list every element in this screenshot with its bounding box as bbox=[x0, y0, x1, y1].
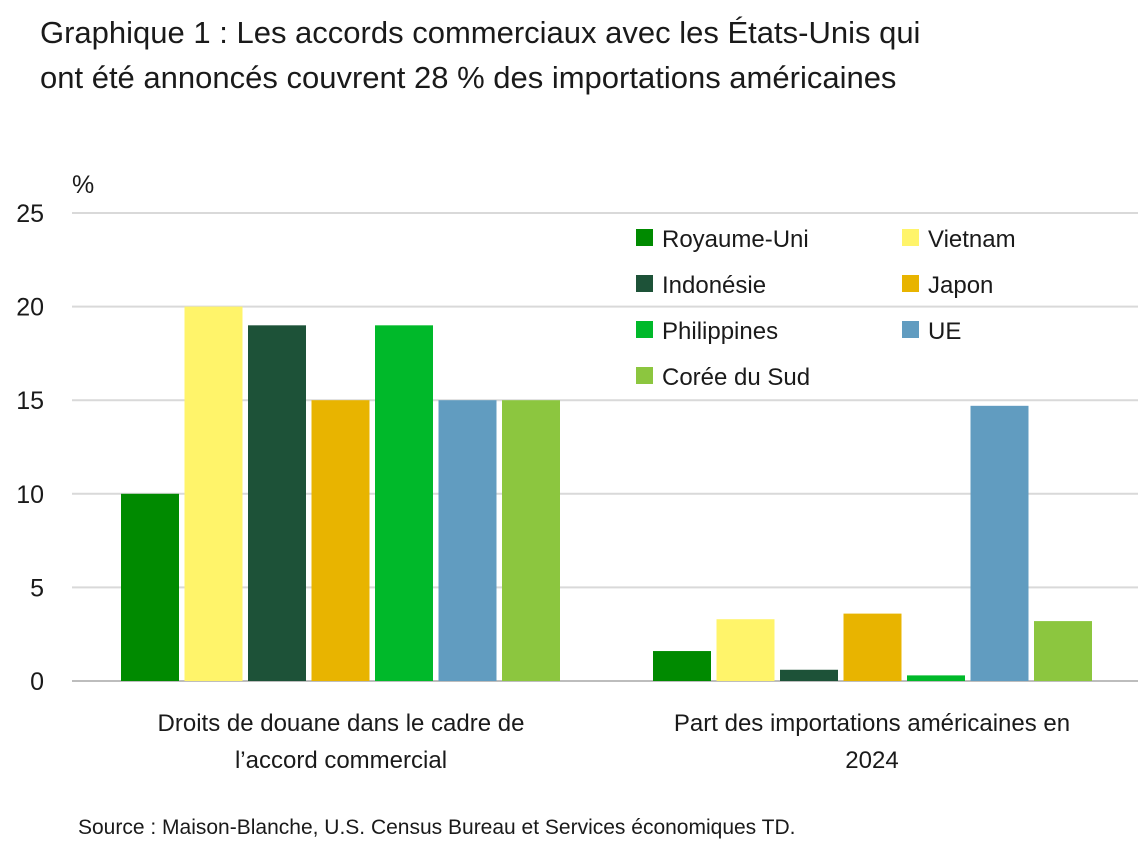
legend-label: Corée du Sud bbox=[662, 364, 810, 391]
legend-label: Indonésie bbox=[662, 272, 766, 299]
bar-royaume-uni bbox=[653, 651, 711, 681]
bar-vietnam bbox=[184, 306, 243, 681]
bar-royaume-uni bbox=[121, 493, 179, 681]
legend-swatch bbox=[902, 229, 919, 246]
y-tick-label: 20 bbox=[16, 294, 44, 322]
legend-label: Japon bbox=[928, 272, 993, 299]
bar-indon-sie bbox=[248, 325, 306, 681]
bar-philippines bbox=[375, 325, 433, 681]
legend-swatch bbox=[636, 321, 653, 338]
bar-japon bbox=[843, 613, 902, 681]
y-axis-ticks: 0 5 10 15 20 25 bbox=[16, 200, 44, 696]
legend-label: Philippines bbox=[662, 318, 778, 345]
legend-swatch bbox=[902, 321, 919, 338]
bar-ue bbox=[438, 400, 497, 681]
y-tick-label: 0 bbox=[30, 668, 44, 696]
x-category-label: Droits de douane dans le cadre de bbox=[158, 710, 525, 737]
x-category-label: 2024 bbox=[845, 747, 898, 774]
bar-cor-e-du-sud bbox=[1034, 621, 1092, 681]
legend: Royaume-Uni Vietnam Indonésie Japon Philippi… bbox=[636, 226, 1016, 391]
legend-label: Royaume-Uni bbox=[662, 226, 809, 253]
legend-swatch bbox=[636, 229, 653, 246]
bar-indon-sie bbox=[780, 669, 838, 681]
y-tick-label: 5 bbox=[30, 574, 44, 602]
chart-title: Graphique 1 : Les accords commerciaux av… bbox=[40, 15, 921, 95]
legend-swatch bbox=[636, 275, 653, 292]
legend-swatch bbox=[636, 367, 653, 384]
y-tick-label: 25 bbox=[16, 200, 44, 228]
bar-cor-e-du-sud bbox=[502, 400, 560, 681]
bar-ue bbox=[970, 405, 1029, 681]
bars bbox=[121, 306, 1092, 681]
x-category-label: l’accord commercial bbox=[235, 747, 447, 774]
bar-vietnam bbox=[716, 619, 775, 681]
legend-label: UE bbox=[928, 318, 961, 345]
y-axis-label: % bbox=[72, 171, 94, 199]
x-category-label: Part des importations américaines en bbox=[674, 710, 1070, 737]
y-tick-label: 15 bbox=[16, 387, 44, 415]
source-note: Source : Maison-Blanche, U.S. Census Bur… bbox=[78, 816, 796, 839]
legend-label: Vietnam bbox=[928, 226, 1016, 253]
legend-swatch bbox=[902, 275, 919, 292]
x-axis-categories: Droits de douane dans le cadre de l’accor… bbox=[158, 710, 1071, 774]
bar-philippines bbox=[907, 675, 965, 681]
y-tick-label: 10 bbox=[16, 481, 44, 509]
bar-japon bbox=[311, 400, 370, 681]
